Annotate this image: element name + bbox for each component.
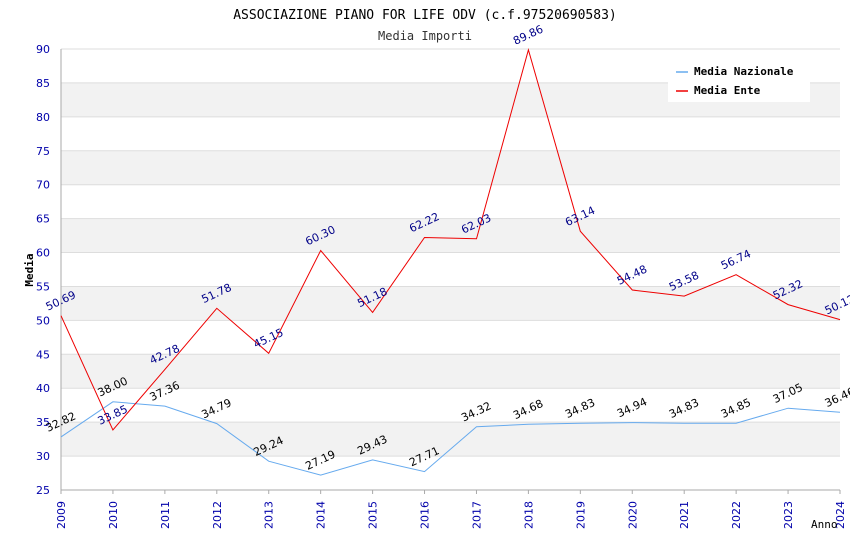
y-tick-label: 80 [36, 111, 50, 124]
y-tick-label: 35 [36, 416, 50, 429]
x-tick-label: 2018 [522, 501, 535, 529]
x-tick-label: 2017 [470, 501, 483, 529]
x-tick-labels: 2009 2010 2011 2012 2013 2014 2015 2016 2017 2018… [55, 501, 847, 529]
legend-label-nazionale: Media Nazionale [694, 65, 794, 78]
x-tick-label: 2009 [55, 501, 68, 529]
chart-subtitle: Media Importi [378, 29, 472, 43]
data-label: 34.94 [615, 395, 649, 420]
series-lines [60, 48, 841, 476]
x-tick-label: 2016 [419, 501, 432, 529]
legend-box [668, 60, 810, 102]
data-label: 34.85 [719, 396, 753, 421]
x-axis-label: Anno [811, 518, 838, 531]
x-tick-label: 2012 [211, 501, 224, 529]
x-tick-label: 2021 [678, 501, 691, 529]
data-label: 34.79 [200, 396, 234, 421]
y-tick-label: 75 [36, 145, 50, 158]
legend-label-ente: Media Ente [694, 84, 761, 97]
legend: Media Nazionale Media Ente [668, 60, 810, 102]
x-tick-label: 2023 [782, 501, 795, 529]
chart-title: ASSOCIAZIONE PIANO FOR LIFE ODV (c.f.975… [233, 8, 617, 23]
x-tick-label: 2015 [367, 501, 380, 529]
axes [60, 49, 841, 494]
data-label: 34.68 [511, 397, 545, 422]
y-tick-label: 50 [36, 314, 50, 327]
grid-band [61, 286, 840, 321]
x-tick-label: 2010 [107, 501, 120, 529]
y-tick-label: 65 [36, 213, 50, 226]
x-tick-label: 2019 [574, 501, 587, 529]
y-axis-label: Media [23, 253, 36, 286]
x-tick-label: 2013 [263, 501, 276, 529]
grid-band [61, 354, 840, 389]
y-tick-label: 85 [36, 77, 50, 90]
x-tick-label: 2024 [834, 501, 847, 529]
grid-band [61, 150, 840, 185]
y-tick-labels: 25 30 35 40 45 50 55 60 65 70 75 80 85 90 [36, 43, 50, 497]
y-tick-label: 30 [36, 450, 50, 463]
x-tick-label: 2022 [730, 501, 743, 529]
data-label: 54.48 [615, 263, 649, 288]
series-line-nazionale [60, 401, 841, 476]
data-label: 34.32 [459, 399, 493, 424]
x-tick-label: 2020 [626, 501, 639, 529]
y-tick-label: 60 [36, 247, 50, 260]
grid-band [61, 422, 840, 457]
y-tick-label: 45 [36, 348, 50, 361]
y-tick-label: 55 [36, 280, 50, 293]
y-tick-label: 25 [36, 484, 50, 497]
y-tick-label: 40 [36, 382, 50, 395]
data-label: 45.15 [252, 326, 286, 351]
y-tick-label: 90 [36, 43, 50, 56]
grid-band [61, 218, 840, 253]
series-line-ente [60, 48, 841, 431]
data-label: 34.83 [563, 396, 597, 421]
y-tick-label: 70 [36, 179, 50, 192]
data-label: 89.86 [511, 23, 545, 48]
data-label: 34.83 [667, 396, 701, 421]
x-tick-label: 2011 [159, 501, 172, 529]
x-tick-label: 2014 [315, 501, 328, 529]
